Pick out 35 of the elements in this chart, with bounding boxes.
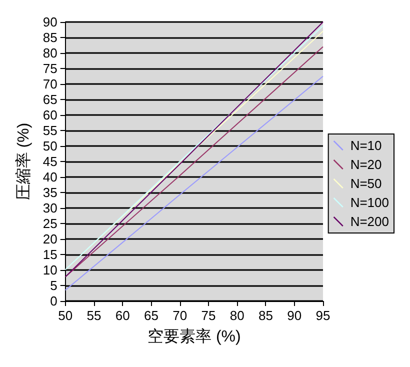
legend-label: N=200 <box>350 214 389 229</box>
y-tick-label: 30 <box>42 200 58 216</box>
y-tick-label: 75 <box>42 61 58 76</box>
y-tick-label: 40 <box>42 170 58 184</box>
legend-label: N=50 <box>350 176 382 191</box>
y-tick-label: 10 <box>42 262 58 278</box>
legend-label: N=10 <box>350 138 382 153</box>
y-tick-label: 65 <box>42 92 58 107</box>
x-tick-label: 60 <box>115 308 130 323</box>
x-tick-label: 90 <box>287 308 302 323</box>
y-tick-label: 60 <box>42 108 58 122</box>
y-tick-label: 80 <box>42 46 58 60</box>
y-tick-label: 90 <box>42 14 58 30</box>
x-tick-label: 55 <box>86 308 102 323</box>
y-tick-label: 70 <box>42 76 58 92</box>
y-tick-label: 25 <box>42 216 58 231</box>
y-tick-label: 45 <box>42 154 58 169</box>
x-tick-label: 95 <box>316 308 330 323</box>
x-tick-label: 80 <box>230 308 244 323</box>
y-tick-label: 20 <box>42 232 58 246</box>
legend-label: N=20 <box>350 157 382 172</box>
y-axis-title: 圧縮率 (%) <box>14 122 32 200</box>
x-tick-label: 85 <box>258 308 273 323</box>
y-tick-label: 5 <box>50 278 58 293</box>
y-tick-label: 50 <box>42 138 58 154</box>
x-tick-label: 65 <box>144 308 158 323</box>
y-tick-label: 55 <box>42 123 58 138</box>
x-tick-label: 70 <box>172 308 188 323</box>
y-tick-label: 85 <box>42 30 58 45</box>
x-tick-label: 75 <box>201 308 216 323</box>
legend-label: N=100 <box>350 195 389 210</box>
x-axis-title: 空要素率 (%) <box>148 328 241 346</box>
y-tick-label: 15 <box>42 247 58 262</box>
y-tick-label: 35 <box>42 185 58 200</box>
y-tick-label: 0 <box>50 294 58 308</box>
